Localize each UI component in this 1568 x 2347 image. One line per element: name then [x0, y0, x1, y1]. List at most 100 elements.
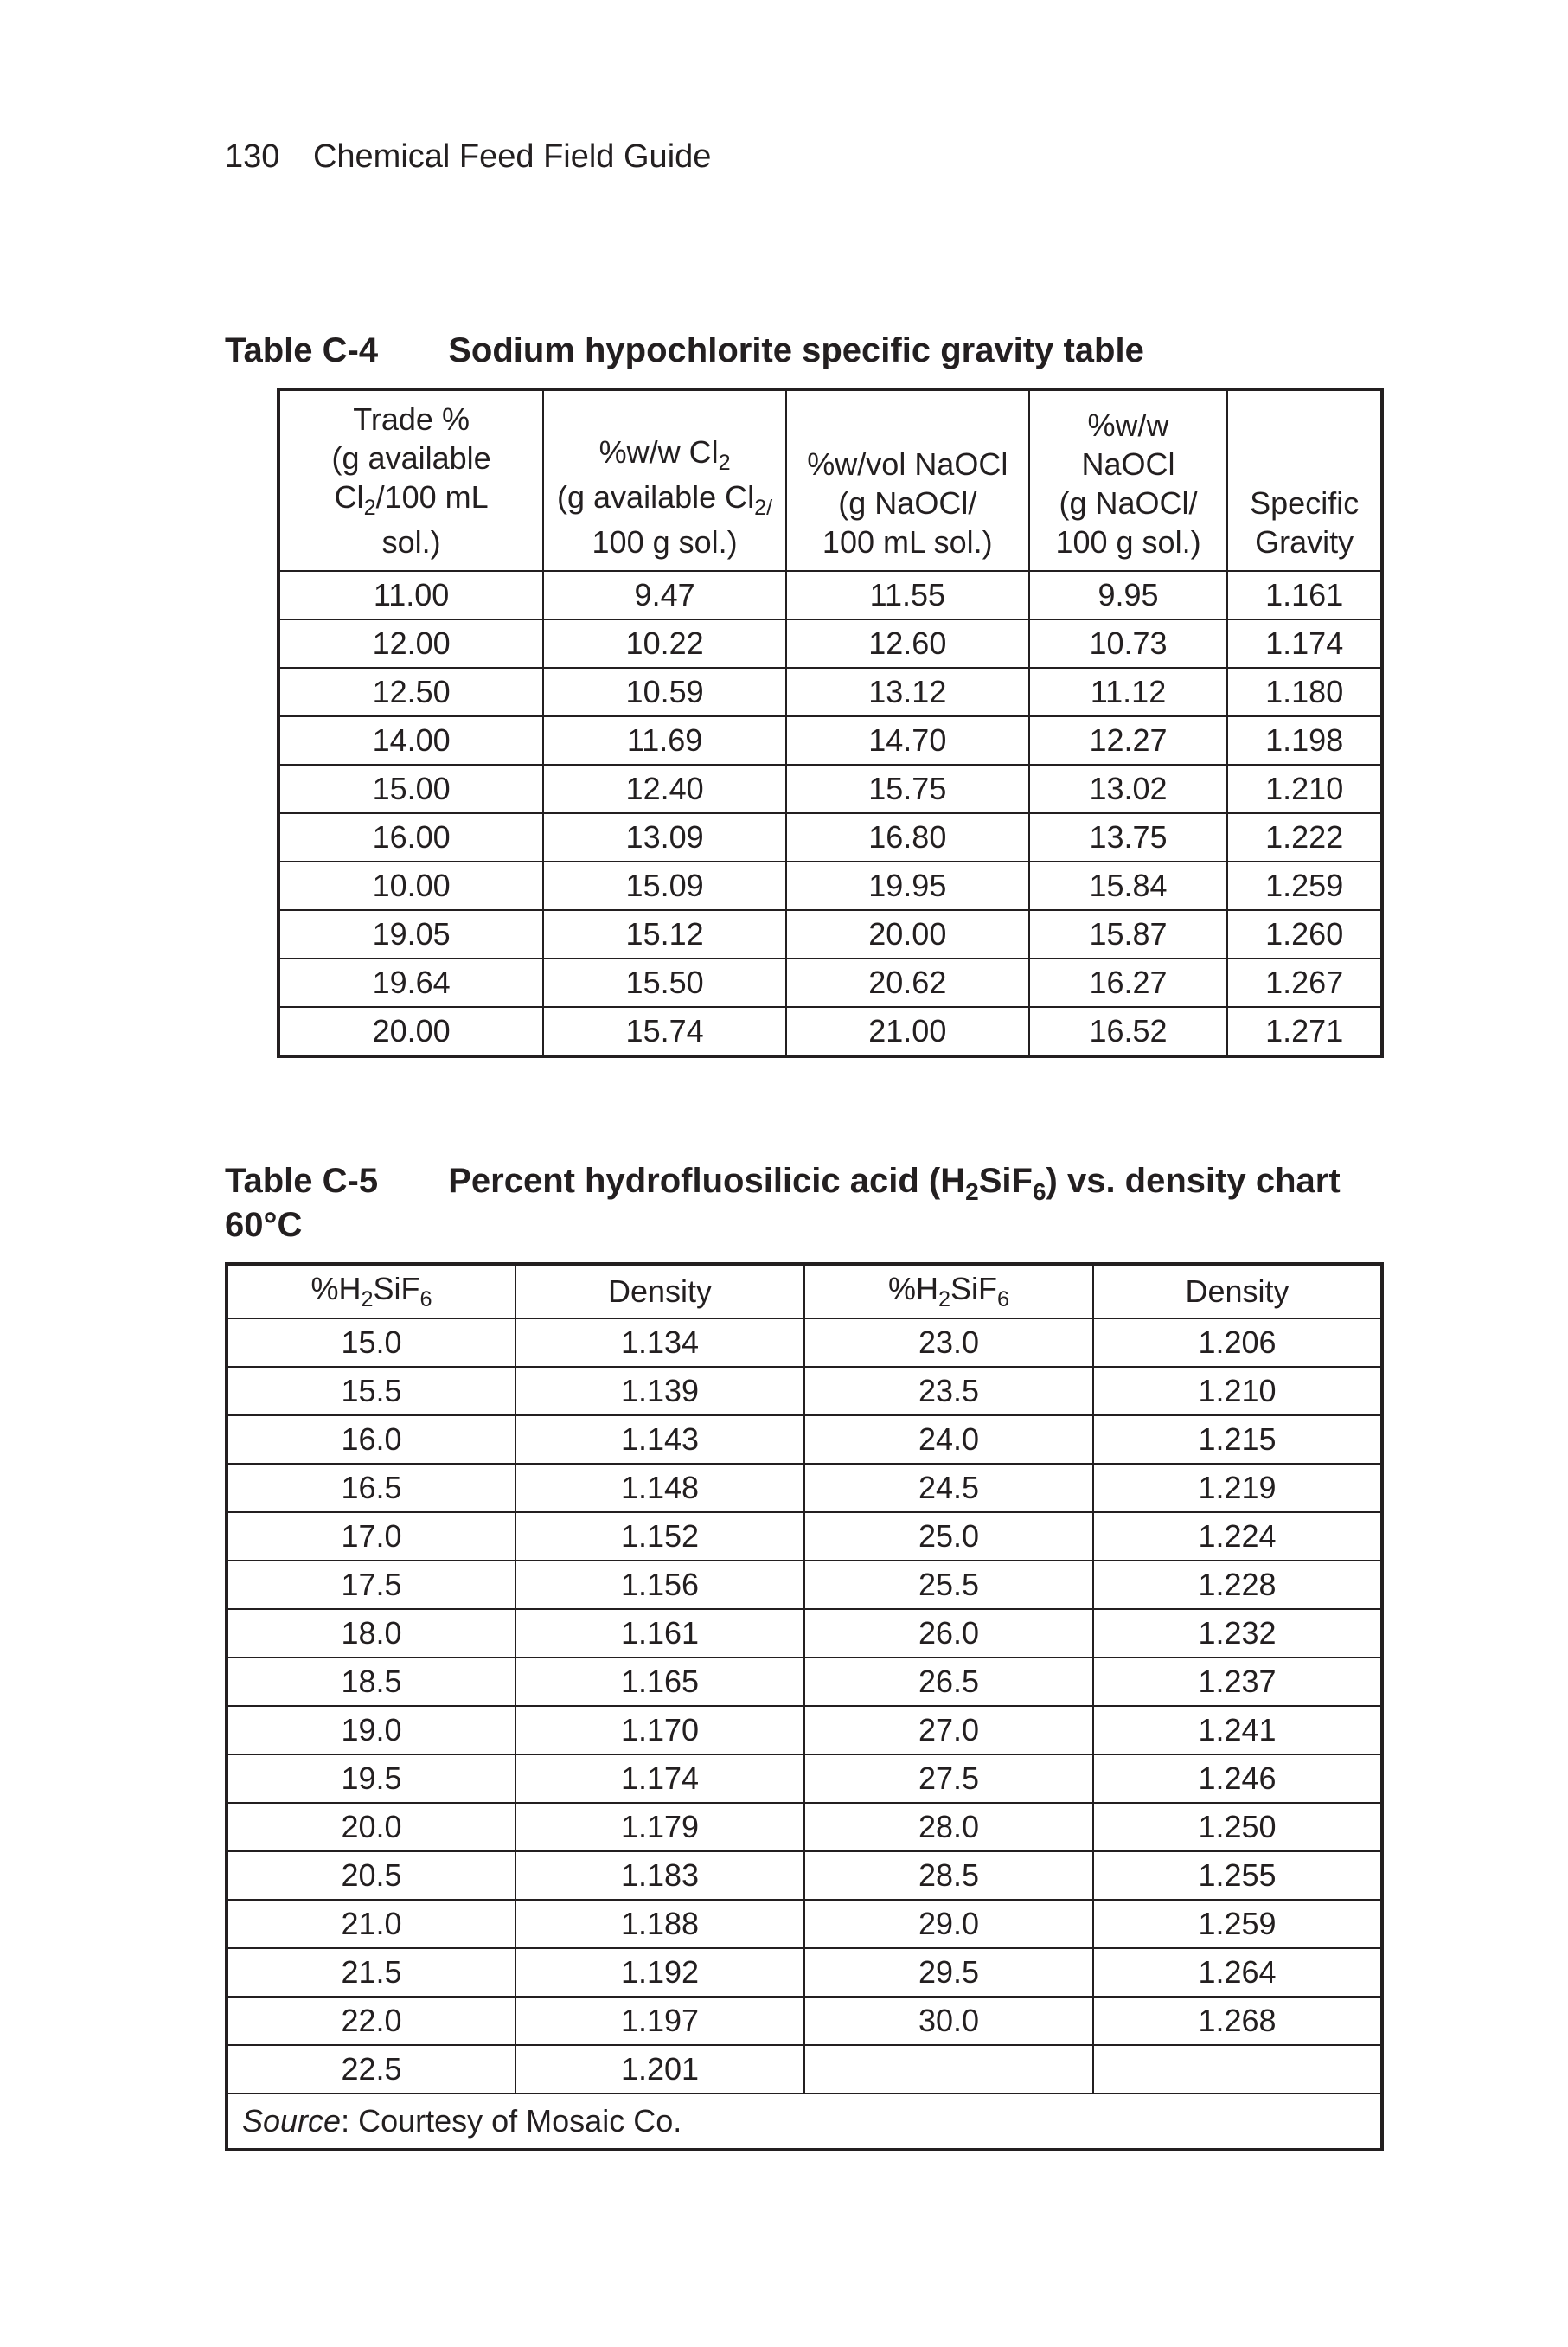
table-c4-col-3: %w/w NaOCl(g NaOCl/100 g sol.) [1029, 389, 1228, 571]
table-row: 16.01.14324.01.215 [227, 1415, 1382, 1464]
table-cell: 16.52 [1029, 1007, 1228, 1056]
table-cell: 9.47 [543, 571, 786, 619]
table-cell: 1.268 [1093, 1997, 1382, 2045]
table-row: 18.01.16126.01.232 [227, 1609, 1382, 1658]
table-cell: 1.143 [515, 1415, 804, 1464]
table-cell: 23.5 [804, 1367, 1093, 1415]
table-c5-header-row: %H2SiF6 Density %H2SiF6 Density [227, 1264, 1382, 1318]
table-c5-col-3: Density [1093, 1264, 1382, 1318]
table-cell: 1.224 [1093, 1512, 1382, 1561]
table-cell: 25.5 [804, 1561, 1093, 1609]
table-c4: Trade %(g availableCl2/100 mLsol.) %w/w … [277, 388, 1384, 1058]
table-cell: 11.12 [1029, 668, 1228, 716]
table-cell: 19.64 [278, 959, 543, 1007]
table-cell: 10.22 [543, 619, 786, 668]
table-cell: 1.267 [1227, 959, 1382, 1007]
table-c5-col-2: %H2SiF6 [804, 1264, 1093, 1318]
table-cell [1093, 2045, 1382, 2094]
table-row: 19.0515.1220.0015.871.260 [278, 910, 1382, 959]
table-cell: 17.0 [227, 1512, 515, 1561]
table-cell: 1.198 [1227, 716, 1382, 765]
table-cell: 1.170 [515, 1706, 804, 1754]
table-cell: 11.69 [543, 716, 786, 765]
page-number: 130 [225, 138, 279, 176]
table-cell: 19.5 [227, 1754, 515, 1803]
table-row: 16.51.14824.51.219 [227, 1464, 1382, 1512]
table-cell: 23.0 [804, 1318, 1093, 1367]
table-cell: 29.0 [804, 1900, 1093, 1948]
table-cell: 15.87 [1029, 910, 1228, 959]
table-cell: 12.40 [543, 765, 786, 813]
table-cell: 1.201 [515, 2045, 804, 2094]
table-c5-caption: Table C-5 Percent hydrofluosilicic acid … [225, 1162, 1395, 1245]
table-cell: 1.228 [1093, 1561, 1382, 1609]
table-cell: 15.74 [543, 1007, 786, 1056]
table-c4-head: Trade %(g availableCl2/100 mLsol.) %w/w … [278, 389, 1382, 571]
table-cell: 26.5 [804, 1658, 1093, 1706]
table-cell: 20.0 [227, 1803, 515, 1851]
table-row: 10.0015.0919.9515.841.259 [278, 862, 1382, 910]
running-head-text: Chemical Feed Field Guide [313, 138, 711, 175]
table-cell: 9.95 [1029, 571, 1228, 619]
table-cell: 1.232 [1093, 1609, 1382, 1658]
table-cell: 24.5 [804, 1464, 1093, 1512]
table-cell: 1.152 [515, 1512, 804, 1561]
table-row: 21.51.19229.51.264 [227, 1948, 1382, 1997]
table-c5: %H2SiF6 Density %H2SiF6 Density 15.01.13… [225, 1262, 1384, 2151]
table-cell: 10.73 [1029, 619, 1228, 668]
table-cell: 13.09 [543, 813, 786, 862]
table-cell: 15.5 [227, 1367, 515, 1415]
table-row: 14.0011.6914.7012.271.198 [278, 716, 1382, 765]
table-row: 12.0010.2212.6010.731.174 [278, 619, 1382, 668]
table-cell: 1.161 [515, 1609, 804, 1658]
table-cell: 28.0 [804, 1803, 1093, 1851]
table-c4-col-4: SpecificGravity [1227, 389, 1382, 571]
table-row: 19.01.17027.01.241 [227, 1706, 1382, 1754]
table-cell: 11.55 [786, 571, 1029, 619]
table-cell: 1.183 [515, 1851, 804, 1900]
table-row: 22.51.201 [227, 2045, 1382, 2094]
table-cell: 27.5 [804, 1754, 1093, 1803]
table-cell: 15.75 [786, 765, 1029, 813]
table-c5-label: Table C-5 [225, 1162, 378, 1201]
table-c4-caption: Table C-4 Sodium hypochlorite specific g… [225, 331, 1395, 370]
table-cell: 12.27 [1029, 716, 1228, 765]
table-c4-body: 11.009.4711.559.951.16112.0010.2212.6010… [278, 571, 1382, 1056]
table-cell: 15.09 [543, 862, 786, 910]
table-cell: 16.00 [278, 813, 543, 862]
table-cell: 18.5 [227, 1658, 515, 1706]
table-cell: 1.246 [1093, 1754, 1382, 1803]
table-cell: 1.219 [1093, 1464, 1382, 1512]
table-c4-title: Sodium hypochlorite specific gravity tab… [448, 331, 1144, 369]
table-cell: 19.05 [278, 910, 543, 959]
table-cell: 1.255 [1093, 1851, 1382, 1900]
table-row: 16.0013.0916.8013.751.222 [278, 813, 1382, 862]
table-cell: 1.241 [1093, 1706, 1382, 1754]
table-cell: 17.5 [227, 1561, 515, 1609]
table-cell: 1.259 [1093, 1900, 1382, 1948]
table-cell: 15.12 [543, 910, 786, 959]
table-row: 22.01.19730.01.268 [227, 1997, 1382, 2045]
table-cell: 1.148 [515, 1464, 804, 1512]
table-cell: 1.264 [1093, 1948, 1382, 1997]
table-c5-foot: Source: Courtesy of Mosaic Co. [227, 2094, 1382, 2150]
table-cell: 19.95 [786, 862, 1029, 910]
table-cell: 24.0 [804, 1415, 1093, 1464]
table-cell: 19.0 [227, 1706, 515, 1754]
table-cell: 26.0 [804, 1609, 1093, 1658]
table-cell: 1.222 [1227, 813, 1382, 862]
table-cell: 1.156 [515, 1561, 804, 1609]
table-cell: 1.139 [515, 1367, 804, 1415]
table-cell: 15.84 [1029, 862, 1228, 910]
table-cell: 27.0 [804, 1706, 1093, 1754]
table-c4-col-1: %w/w Cl2(g available Cl2/100 g sol.) [543, 389, 786, 571]
table-cell: 20.62 [786, 959, 1029, 1007]
table-cell: 15.0 [227, 1318, 515, 1367]
table-cell: 10.00 [278, 862, 543, 910]
table-cell: 21.0 [227, 1900, 515, 1948]
table-cell: 29.5 [804, 1948, 1093, 1997]
table-row: 21.01.18829.01.259 [227, 1900, 1382, 1948]
table-row: 15.01.13423.01.206 [227, 1318, 1382, 1367]
table-cell: 1.192 [515, 1948, 804, 1997]
table-cell: 1.180 [1227, 668, 1382, 716]
